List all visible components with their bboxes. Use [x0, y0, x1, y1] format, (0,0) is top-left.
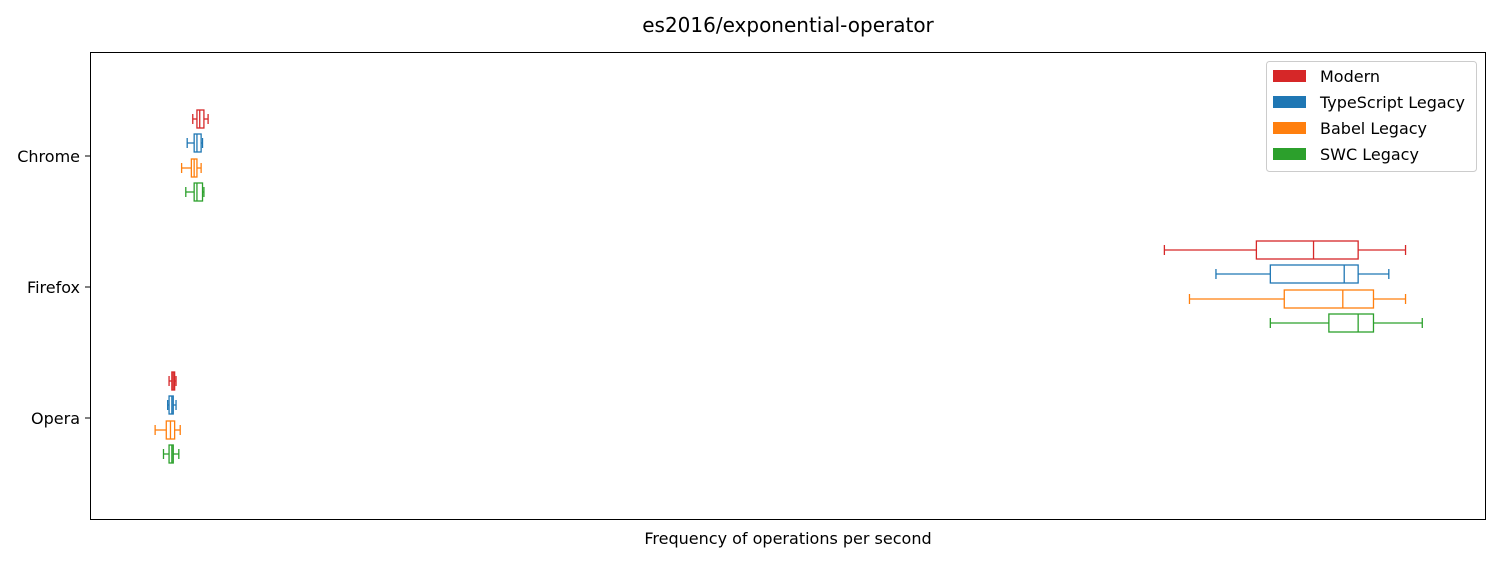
series-modern — [168, 109, 1407, 391]
legend-frame — [1266, 61, 1477, 172]
legend-label: Modern — [1320, 67, 1380, 86]
legend-label: SWC Legacy — [1320, 145, 1419, 164]
legend-label: Babel Legacy — [1320, 119, 1427, 138]
box-chrome — [192, 109, 209, 129]
box-opera — [154, 420, 181, 440]
box-firefox — [1215, 264, 1390, 284]
legend-label: TypeScript Legacy — [1319, 93, 1465, 112]
box-opera — [162, 444, 180, 464]
box-series-group — [154, 109, 1423, 464]
legend: Modern TypeScript Legacy Babel Legacy SWC L… — [1266, 61, 1477, 172]
y-tick-label-chrome: Chrome — [17, 147, 80, 166]
iqr-box — [1328, 313, 1375, 333]
x-axis-label: Frequency of operations per second — [644, 529, 931, 548]
y-axis: Chrome Firefox Opera — [17, 147, 90, 428]
iqr-box — [1283, 289, 1375, 309]
legend-swatch-babel-legacy — [1273, 122, 1306, 134]
series-swc-legacy — [162, 182, 1423, 464]
iqr-box — [168, 444, 174, 464]
y-tick-label-firefox: Firefox — [27, 278, 80, 297]
box-chrome — [186, 133, 204, 153]
iqr-box — [193, 133, 202, 153]
iqr-box — [193, 182, 204, 202]
box-opera — [168, 371, 177, 391]
box-firefox — [1269, 313, 1423, 333]
box-opera — [167, 395, 177, 415]
chart-title: es2016/exponential-operator — [642, 13, 934, 37]
series-babel-legacy — [154, 158, 1407, 440]
iqr-box — [196, 109, 205, 129]
iqr-box — [1269, 264, 1359, 284]
box-firefox — [1163, 240, 1407, 260]
box-firefox — [1188, 289, 1407, 309]
iqr-box — [168, 395, 174, 415]
box-chrome — [185, 182, 205, 202]
series-typescript-legacy — [167, 133, 1390, 415]
plot-area-frame — [90, 52, 1486, 520]
legend-swatch-modern — [1273, 70, 1306, 82]
y-tick-label-opera: Opera — [31, 409, 80, 428]
box-chrome — [180, 158, 202, 178]
iqr-box — [1255, 240, 1359, 260]
legend-swatch-typescript-legacy — [1273, 96, 1306, 108]
legend-swatch-swc-legacy — [1273, 148, 1306, 160]
